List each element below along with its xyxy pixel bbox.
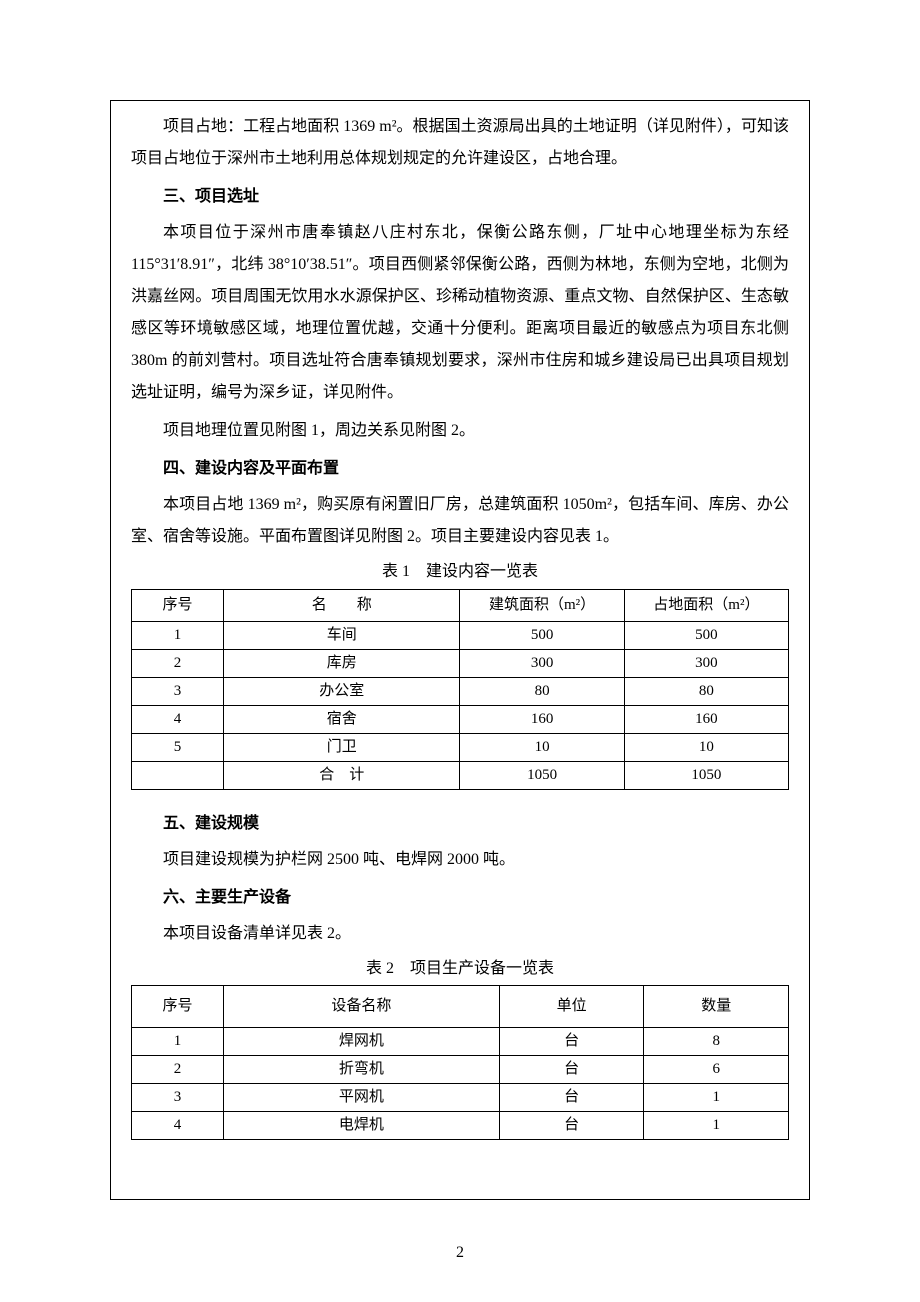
heading-section-3: 三、项目选址 xyxy=(131,181,789,213)
paragraph-site-selection-b: 项目地理位置见附图 1，周边关系见附图 2。 xyxy=(131,415,789,447)
paragraph-scale: 项目建设规模为护栏网 2500 吨、电焊网 2000 吨。 xyxy=(131,844,789,876)
table-cell: 6 xyxy=(644,1056,789,1084)
table-cell: 500 xyxy=(624,621,788,649)
table2-header-cell: 序号 xyxy=(132,986,224,1028)
table-cell: 折弯机 xyxy=(223,1056,499,1084)
paragraph-equipment: 本项目设备清单详见表 2。 xyxy=(131,918,789,950)
table1-body: 1车间5005002库房3003003办公室80804宿舍1601605门卫10… xyxy=(132,621,789,789)
table-cell: 台 xyxy=(499,1112,644,1140)
table-cell: 宿舍 xyxy=(223,705,460,733)
table2-header-cell: 数量 xyxy=(644,986,789,1028)
paragraph-site-selection-a: 本项目位于深州市唐奉镇赵八庄村东北，保衡公路东侧，厂址中心地理坐标为东经 115… xyxy=(131,217,789,409)
table-cell: 电焊机 xyxy=(223,1112,499,1140)
table-cell: 10 xyxy=(460,733,624,761)
table1-header-cell: 占地面积（m²） xyxy=(624,589,788,621)
table-cell: 焊网机 xyxy=(223,1028,499,1056)
table-cell: 8 xyxy=(644,1028,789,1056)
table-row: 4电焊机台1 xyxy=(132,1112,789,1140)
table-cell: 4 xyxy=(132,705,224,733)
table-row: 3办公室8080 xyxy=(132,677,789,705)
table-cell: 台 xyxy=(499,1028,644,1056)
table-cell: 1050 xyxy=(624,761,788,789)
paragraph-construction-content: 本项目占地 1369 m²，购买原有闲置旧厂房，总建筑面积 1050m²，包括车… xyxy=(131,489,789,553)
table-equipment-list: 序号 设备名称 单位 数量 1焊网机台82折弯机台63平网机台14电焊机台1 xyxy=(131,985,789,1140)
table-cell: 3 xyxy=(132,1084,224,1112)
table-cell: 办公室 xyxy=(223,677,460,705)
table-cell: 5 xyxy=(132,733,224,761)
table1-header-cell: 建筑面积（m²） xyxy=(460,589,624,621)
table-cell: 1 xyxy=(644,1112,789,1140)
table-cell xyxy=(132,761,224,789)
table-cell: 平网机 xyxy=(223,1084,499,1112)
table-cell: 车间 xyxy=(223,621,460,649)
table-cell: 1 xyxy=(644,1084,789,1112)
table-row: 5门卫1010 xyxy=(132,733,789,761)
table-cell: 台 xyxy=(499,1084,644,1112)
table-cell: 库房 xyxy=(223,649,460,677)
table2-header-cell: 设备名称 xyxy=(223,986,499,1028)
page-number: 2 xyxy=(0,1244,920,1262)
heading-section-4: 四、建设内容及平面布置 xyxy=(131,453,789,485)
document-page: 项目占地：工程占地面积 1369 m²。根据国土资源局出具的土地证明（详见附件）… xyxy=(0,0,920,1302)
content-frame: 项目占地：工程占地面积 1369 m²。根据国土资源局出具的土地证明（详见附件）… xyxy=(110,100,810,1200)
table-row: 1车间500500 xyxy=(132,621,789,649)
table-cell: 1 xyxy=(132,1028,224,1056)
table2-caption: 表 2 项目生产设备一览表 xyxy=(131,956,789,982)
heading-section-6: 六、主要生产设备 xyxy=(131,882,789,914)
table1-header-cell: 名 称 xyxy=(223,589,460,621)
table-row: 1焊网机台8 xyxy=(132,1028,789,1056)
table-construction-content: 序号 名 称 建筑面积（m²） 占地面积（m²） 1车间5005002库房300… xyxy=(131,589,789,790)
table-cell: 300 xyxy=(460,649,624,677)
table-cell: 300 xyxy=(624,649,788,677)
heading-section-5: 五、建设规模 xyxy=(131,808,789,840)
table-row: 2折弯机台6 xyxy=(132,1056,789,1084)
table-row: 2库房300300 xyxy=(132,649,789,677)
table2-header-row: 序号 设备名称 单位 数量 xyxy=(132,986,789,1028)
table-cell: 3 xyxy=(132,677,224,705)
table-cell: 500 xyxy=(460,621,624,649)
table-cell: 2 xyxy=(132,1056,224,1084)
table2-body: 1焊网机台82折弯机台63平网机台14电焊机台1 xyxy=(132,1028,789,1140)
table-cell: 4 xyxy=(132,1112,224,1140)
table-cell: 80 xyxy=(460,677,624,705)
table-row: 3平网机台1 xyxy=(132,1084,789,1112)
paragraph-land-use: 项目占地：工程占地面积 1369 m²。根据国土资源局出具的土地证明（详见附件）… xyxy=(131,111,789,175)
table1-header-cell: 序号 xyxy=(132,589,224,621)
table-row: 合 计10501050 xyxy=(132,761,789,789)
table-cell: 160 xyxy=(460,705,624,733)
table-cell: 门卫 xyxy=(223,733,460,761)
table1-caption: 表 1 建设内容一览表 xyxy=(131,559,789,585)
table-cell: 10 xyxy=(624,733,788,761)
table-cell: 2 xyxy=(132,649,224,677)
table-cell: 160 xyxy=(624,705,788,733)
table2-header-cell: 单位 xyxy=(499,986,644,1028)
table-cell: 台 xyxy=(499,1056,644,1084)
table-cell: 80 xyxy=(624,677,788,705)
table1-header-row: 序号 名 称 建筑面积（m²） 占地面积（m²） xyxy=(132,589,789,621)
table-cell: 1 xyxy=(132,621,224,649)
table-cell: 1050 xyxy=(460,761,624,789)
table-cell: 合 计 xyxy=(223,761,460,789)
table-row: 4宿舍160160 xyxy=(132,705,789,733)
